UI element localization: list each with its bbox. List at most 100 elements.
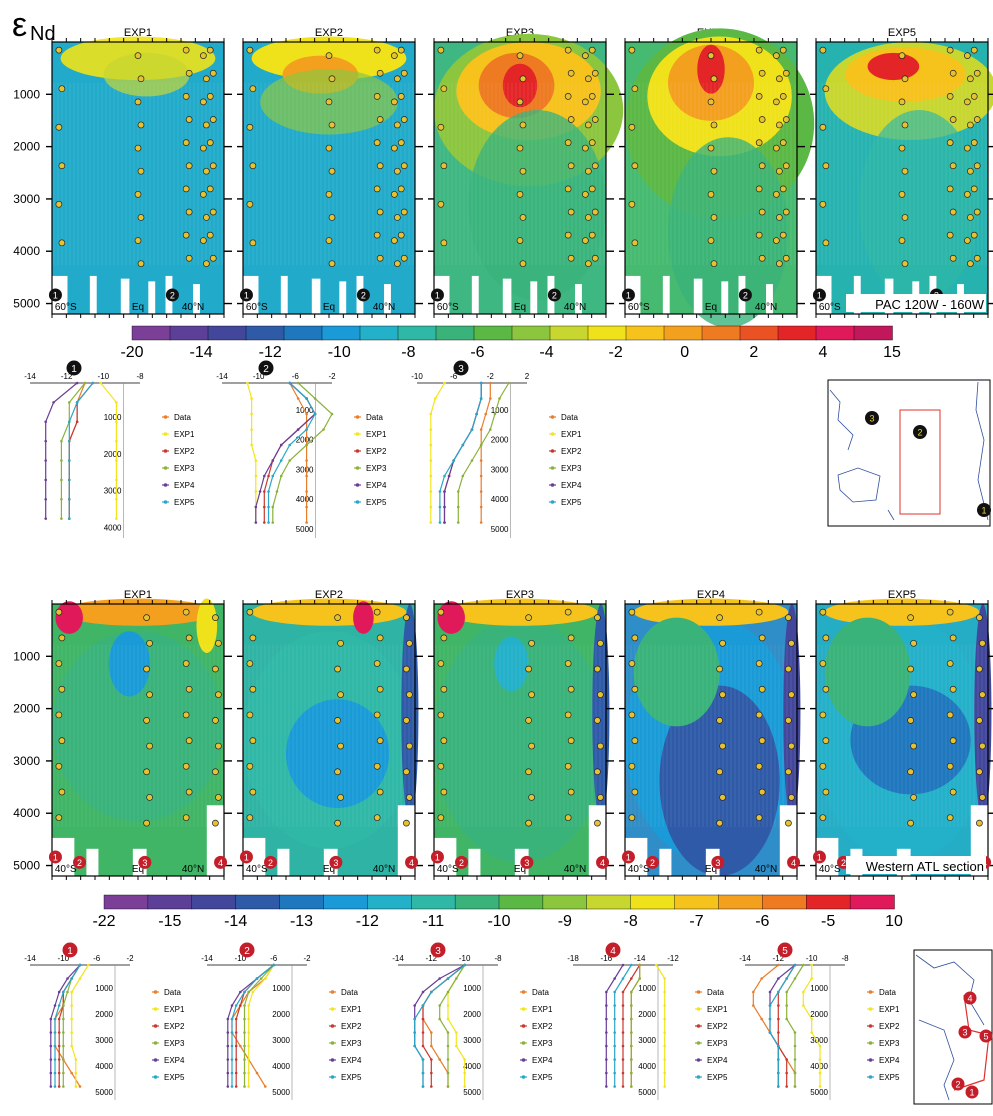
legend-swatch-dot xyxy=(153,1058,158,1062)
data-point xyxy=(143,614,150,621)
profile-depth-label: 5000 xyxy=(272,1088,290,1097)
colorbar-cell xyxy=(806,894,851,910)
panel-title: EXP5 xyxy=(888,589,916,601)
data-point xyxy=(779,93,787,100)
data-point xyxy=(334,614,341,621)
profile-depth-label: 1000 xyxy=(95,984,113,993)
profile-site-label: 4 xyxy=(610,946,616,957)
map-coast xyxy=(829,389,854,451)
data-point xyxy=(582,52,589,59)
colorbar-cell xyxy=(762,894,807,910)
data-point xyxy=(400,208,408,216)
data-point xyxy=(203,75,210,83)
data-point xyxy=(910,639,917,647)
data-point xyxy=(55,608,63,616)
site-marker xyxy=(264,855,278,869)
site-marker xyxy=(73,855,87,869)
map-marker-label: 1 xyxy=(981,506,986,516)
pacific-profile-1: -14 -12 -10 -8 1000 2000 3000 4000 1 xyxy=(24,360,144,538)
profile-x-tick-label: -14 xyxy=(634,954,646,963)
data-point xyxy=(334,819,341,827)
data-point xyxy=(525,768,532,776)
data-point xyxy=(325,52,333,59)
profile-line xyxy=(68,382,94,519)
panel-field xyxy=(52,36,224,314)
colorbar-label: 10 xyxy=(885,913,903,930)
site-marker xyxy=(239,288,253,302)
colorbar-cell xyxy=(245,325,285,341)
data-point xyxy=(588,139,596,146)
section-label: PAC 120W - 160W xyxy=(875,297,985,312)
legend-label: EXP4 xyxy=(366,481,387,490)
atlantic-profile-3: -14 -12 -10 -8 1000 2000 3000 4000 5000 3 xyxy=(392,942,502,1100)
profile-depth-label: 1000 xyxy=(272,984,290,993)
data-point xyxy=(898,190,906,198)
data-point xyxy=(203,214,210,221)
colorbar-label: -15 xyxy=(158,913,181,930)
map-marker-label: 2 xyxy=(955,1080,960,1090)
data-point xyxy=(785,819,792,827)
profile-depth-label: 3000 xyxy=(810,1036,828,1045)
data-point xyxy=(967,214,974,221)
data-point xyxy=(437,660,445,667)
bathymetry xyxy=(86,848,99,876)
data-point xyxy=(628,46,636,54)
data-point xyxy=(564,139,572,146)
legend-swatch-dot xyxy=(868,1007,873,1011)
epsilon-subscript: Nd xyxy=(30,23,56,45)
data-point xyxy=(391,237,398,244)
data-point xyxy=(591,162,599,170)
site-marker xyxy=(621,288,635,302)
colorbar-cell xyxy=(777,325,817,341)
data-point xyxy=(249,737,257,744)
x-axis-label: Eq xyxy=(705,302,717,313)
data-point xyxy=(246,762,254,770)
data-point xyxy=(773,190,780,198)
legend-label: EXP3 xyxy=(879,1039,900,1048)
data-point xyxy=(519,121,527,129)
profile-x-tick-label: -14 xyxy=(739,954,751,963)
field-blob xyxy=(442,598,598,626)
legend-label: EXP1 xyxy=(707,1005,728,1014)
bathymetry xyxy=(766,284,773,314)
data-point xyxy=(758,69,766,77)
data-point xyxy=(628,660,636,667)
data-point xyxy=(400,69,408,77)
data-point xyxy=(437,814,445,822)
data-point xyxy=(946,46,954,54)
colorbar-cell xyxy=(586,894,632,910)
field-blob xyxy=(60,598,216,626)
data-point xyxy=(137,167,145,175)
data-point xyxy=(949,208,957,216)
site-marker xyxy=(787,855,801,869)
profile-site-marker xyxy=(453,360,469,376)
colorbar-label: -22 xyxy=(92,913,115,930)
legend-label: EXP3 xyxy=(707,1039,728,1048)
x-axis-label: 40°N xyxy=(373,864,395,875)
data-point xyxy=(910,691,917,699)
profile-depth-label: 2000 xyxy=(296,436,314,445)
colorbar-label: -8 xyxy=(624,913,638,930)
data-point xyxy=(773,237,780,244)
colorbar-label: -5 xyxy=(821,913,835,930)
data-point xyxy=(334,717,341,724)
data-point xyxy=(588,46,596,54)
data-point xyxy=(440,239,448,247)
data-point xyxy=(901,167,909,175)
data-point xyxy=(949,116,957,123)
data-point xyxy=(249,162,257,170)
data-point xyxy=(822,788,830,796)
profile-x-tick-label: -10 xyxy=(411,372,423,381)
colorbar-cell xyxy=(625,325,665,341)
profile-x-tick-label: -12 xyxy=(61,372,73,381)
profile-x-tick-label: -12 xyxy=(426,954,438,963)
data-point xyxy=(203,121,210,129)
legend-swatch-dot xyxy=(330,1041,335,1045)
data-point xyxy=(976,614,983,621)
profile-depth-label: 5000 xyxy=(638,1088,656,1097)
map-coast xyxy=(975,381,989,521)
colorbar-label: -10 xyxy=(487,913,510,930)
panel-field xyxy=(816,598,992,876)
